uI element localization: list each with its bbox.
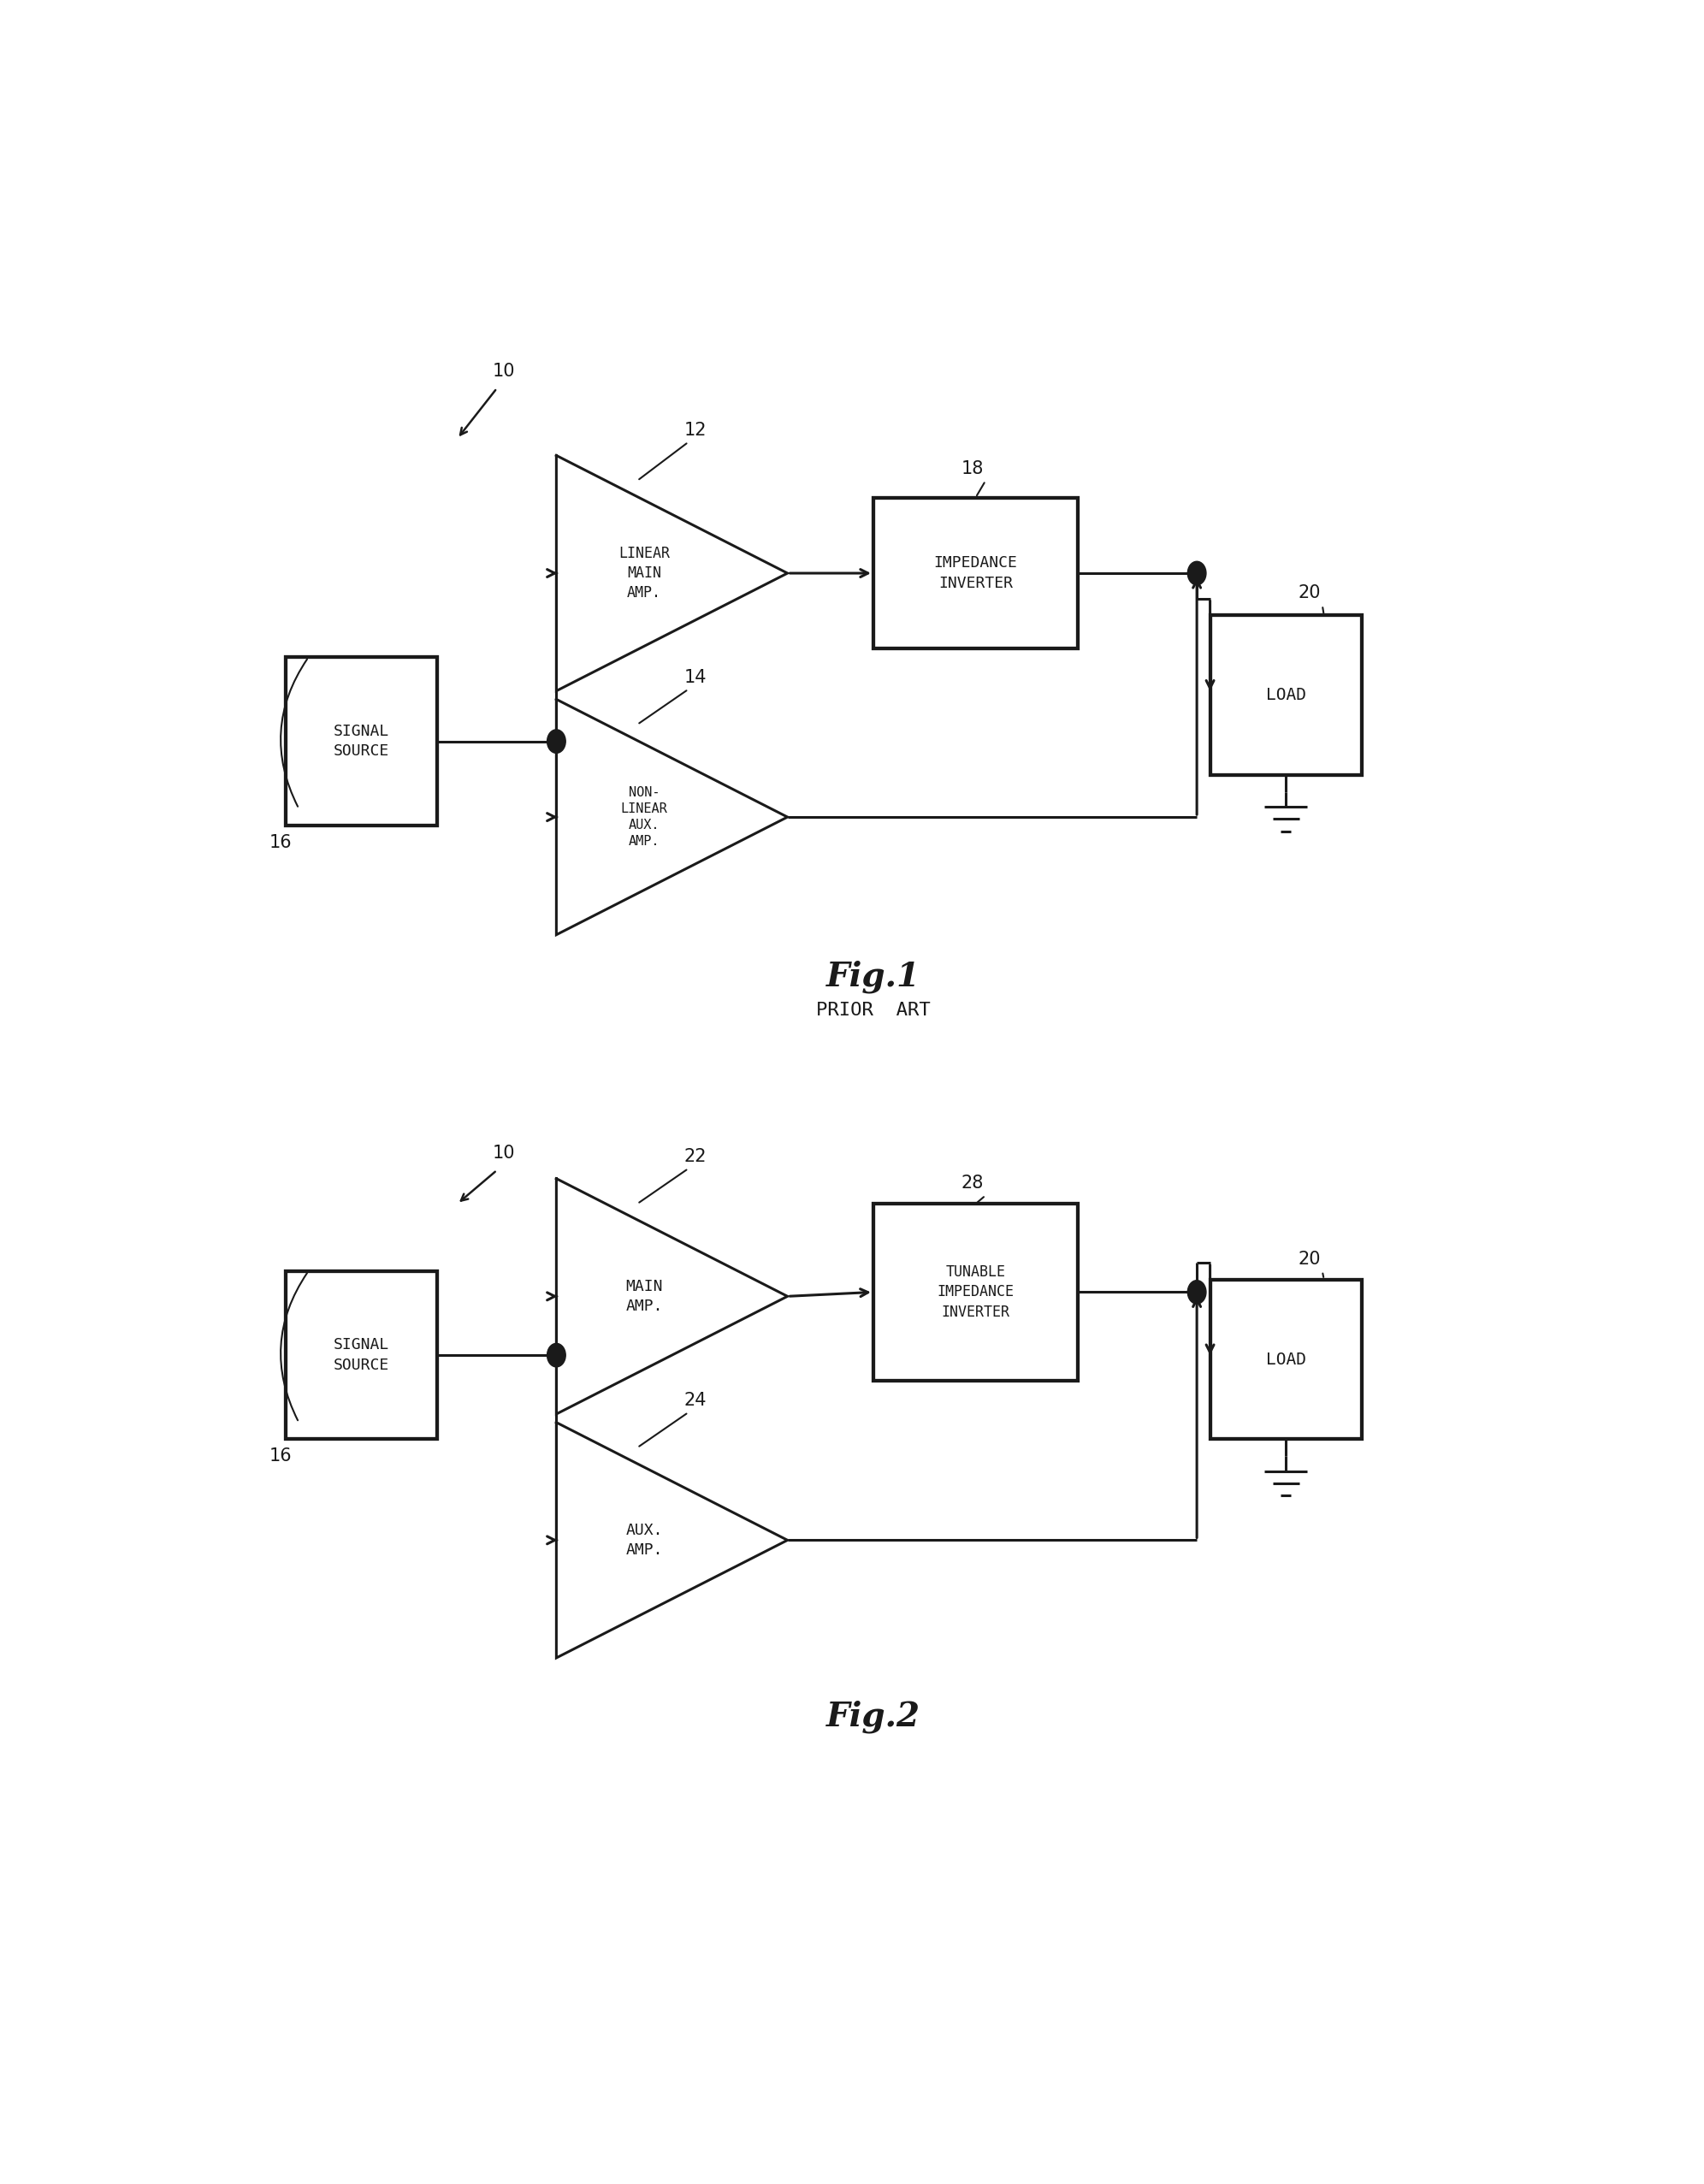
- Text: 14: 14: [683, 668, 707, 686]
- FancyBboxPatch shape: [286, 657, 438, 826]
- Circle shape: [1188, 1280, 1206, 1304]
- FancyBboxPatch shape: [1210, 1280, 1361, 1439]
- Circle shape: [547, 1343, 566, 1367]
- Text: LOAD: LOAD: [1266, 1352, 1305, 1367]
- FancyBboxPatch shape: [872, 498, 1079, 649]
- Text: 24: 24: [683, 1391, 707, 1409]
- Text: LOAD: LOAD: [1266, 688, 1305, 703]
- Text: SIGNAL
SOURCE: SIGNAL SOURCE: [334, 1337, 390, 1374]
- Text: SIGNAL
SOURCE: SIGNAL SOURCE: [334, 723, 390, 760]
- Circle shape: [1188, 561, 1206, 585]
- Text: NON-
LINEAR
AUX.
AMP.: NON- LINEAR AUX. AMP.: [620, 786, 668, 847]
- FancyBboxPatch shape: [1210, 616, 1361, 775]
- Text: 20: 20: [1298, 585, 1321, 603]
- Text: 18: 18: [961, 461, 983, 478]
- Text: 16: 16: [269, 834, 293, 852]
- Text: TUNABLE
IMPEDANCE
INVERTER: TUNABLE IMPEDANCE INVERTER: [937, 1265, 1014, 1319]
- FancyBboxPatch shape: [872, 1203, 1079, 1380]
- Text: AUX.
AMP.: AUX. AMP.: [625, 1522, 663, 1557]
- Text: 28: 28: [961, 1175, 983, 1192]
- Text: IMPEDANCE
INVERTER: IMPEDANCE INVERTER: [934, 555, 1017, 592]
- Text: 10: 10: [492, 363, 515, 380]
- Text: MAIN
AMP.: MAIN AMP.: [625, 1280, 663, 1315]
- Text: 20: 20: [1298, 1251, 1321, 1267]
- Text: Fig.1: Fig.1: [826, 961, 920, 994]
- Text: LINEAR
MAIN
AMP.: LINEAR MAIN AMP.: [619, 546, 670, 601]
- Text: PRIOR  ART: PRIOR ART: [816, 1002, 930, 1020]
- Text: Fig.2: Fig.2: [826, 1701, 920, 1734]
- FancyBboxPatch shape: [286, 1271, 438, 1439]
- Text: 10: 10: [492, 1144, 515, 1162]
- Text: 12: 12: [683, 422, 707, 439]
- Text: 22: 22: [683, 1149, 707, 1164]
- Circle shape: [547, 729, 566, 753]
- Text: 16: 16: [269, 1448, 293, 1465]
